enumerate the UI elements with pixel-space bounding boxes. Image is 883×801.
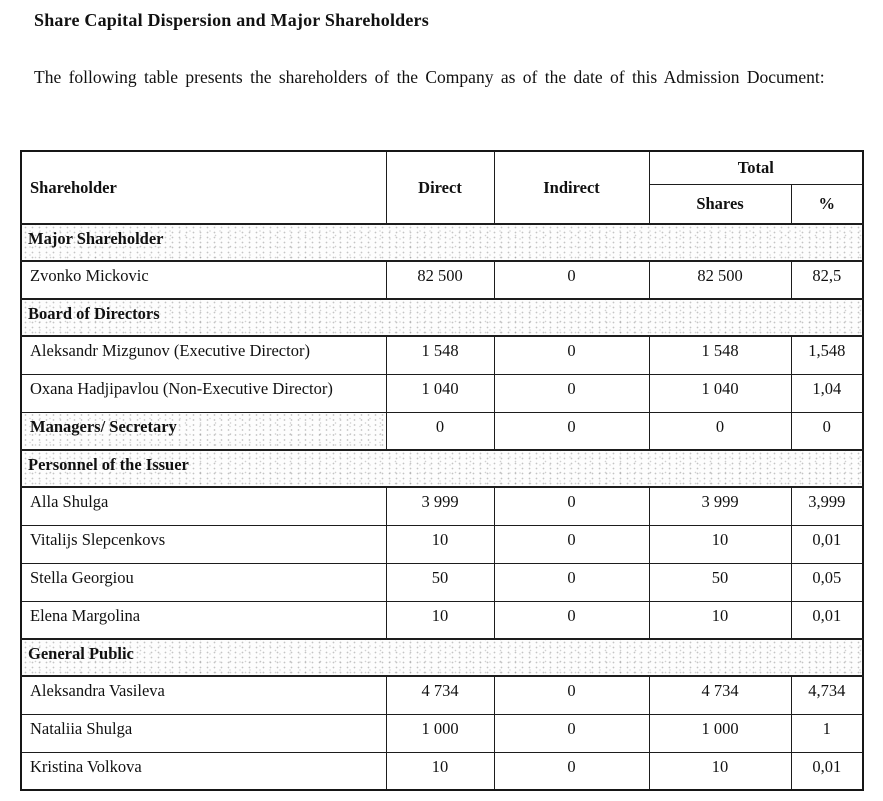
indirect-cell: 0 [493, 713, 650, 753]
indirect-cell: 0 [493, 751, 650, 791]
intro-paragraph: The following table presents the shareho… [34, 67, 825, 87]
shares-cell: 10 [648, 600, 792, 640]
direct-cell: 1 548 [385, 335, 495, 375]
direct-cell: 10 [385, 600, 495, 640]
section-label: Major Shareholder [20, 223, 864, 262]
shareholders-table: Shareholder Direct Indirect Total Shares… [20, 150, 865, 791]
shares-cell: 3 999 [648, 486, 792, 526]
section-row: Major Shareholder [20, 223, 864, 262]
indirect-cell: 0 [493, 600, 650, 640]
table-row: Alla Shulga 3 999 0 3 999 3,999 [20, 486, 864, 526]
shareholder-name-cell: Elena Margolina [20, 600, 387, 640]
indirect-cell: 0 [493, 486, 650, 526]
shareholder-name-cell: Aleksandr Mizgunov (Executive Director) [20, 335, 387, 375]
table-row: Stella Georgiou 50 0 50 0,05 [20, 562, 864, 602]
indirect-cell: 0 [493, 411, 650, 451]
direct-cell: 10 [385, 751, 495, 791]
direct-cell: 1 000 [385, 713, 495, 753]
header-shareholder: Shareholder [20, 150, 387, 225]
shares-cell: 1 000 [648, 713, 792, 753]
percent-cell: 82,5 [790, 260, 864, 300]
table-header: Shareholder Direct Indirect Total Shares… [20, 150, 864, 225]
shares-cell: 4 734 [648, 675, 792, 715]
table-row: Zvonko Mickovic 82 500 0 82 500 82,5 [20, 260, 864, 300]
section-row: Personnel of the Issuer [20, 449, 864, 488]
indirect-cell: 0 [493, 524, 650, 564]
direct-cell: 4 734 [385, 675, 495, 715]
shares-cell: 10 [648, 751, 792, 791]
shares-cell: 82 500 [648, 260, 792, 300]
section-label: Personnel of the Issuer [20, 449, 864, 488]
section-label: General Public [20, 638, 864, 677]
shares-cell: 1 040 [648, 373, 792, 413]
table-row: Vitalijs Slepcenkovs 10 0 10 0,01 [20, 524, 864, 564]
shares-cell: 10 [648, 524, 792, 564]
percent-cell: 3,999 [790, 486, 864, 526]
percent-cell: 0,05 [790, 562, 864, 602]
direct-cell: 3 999 [385, 486, 495, 526]
percent-cell: 1,04 [790, 373, 864, 413]
indirect-cell: 0 [493, 335, 650, 375]
percent-cell: 0,01 [790, 524, 864, 564]
shareholder-name-cell: Kristina Volkova [20, 751, 387, 791]
shares-cell: 50 [648, 562, 792, 602]
page-title: Share Capital Dispersion and Major Share… [34, 10, 429, 30]
section-label: Board of Directors [20, 298, 864, 337]
table-row: Aleksandra Vasileva 4 734 0 4 734 4,734 [20, 675, 864, 715]
percent-cell: 4,734 [790, 675, 864, 715]
indirect-cell: 0 [493, 373, 650, 413]
direct-cell: 10 [385, 524, 495, 564]
shareholder-name-cell: Zvonko Mickovic [20, 260, 387, 300]
header-total-shares: Shares [648, 183, 792, 225]
table-row: Elena Margolina 10 0 10 0,01 [20, 600, 864, 640]
table-body: Major Shareholder Zvonko Mickovic 82 500 0 8… [20, 223, 864, 791]
shares-cell: 0 [648, 411, 792, 451]
header-total-percent: % [790, 183, 864, 225]
direct-cell: 0 [385, 411, 495, 451]
shares-cell: 1 548 [648, 335, 792, 375]
shareholder-name-cell: Nataliia Shulga [20, 713, 387, 753]
indirect-cell: 0 [493, 260, 650, 300]
shareholder-name-cell: Oxana Hadjipavlou (Non-Executive Directo… [20, 373, 387, 413]
table-row: Aleksandr Mizgunov (Executive Director) 1… [20, 335, 864, 375]
percent-cell: 0,01 [790, 600, 864, 640]
header-direct: Direct [385, 150, 495, 225]
indirect-cell: 0 [493, 675, 650, 715]
section-row: Board of Directors [20, 298, 864, 337]
shareholder-name-cell: Aleksandra Vasileva [20, 675, 387, 715]
percent-cell: 1 [790, 713, 864, 753]
shareholder-name-cell: Stella Georgiou [20, 562, 387, 602]
shareholder-name-cell: Alla Shulga [20, 486, 387, 526]
percent-cell: 1,548 [790, 335, 864, 375]
table-row: Kristina Volkova 10 0 10 0,01 [20, 751, 864, 791]
direct-cell: 50 [385, 562, 495, 602]
table-row: Nataliia Shulga 1 000 0 1 000 1 [20, 713, 864, 753]
percent-cell: 0,01 [790, 751, 864, 791]
section-row: General Public [20, 638, 864, 677]
shareholder-name-cell: Vitalijs Slepcenkovs [20, 524, 387, 564]
header-total: Total [648, 150, 864, 185]
table-row: Oxana Hadjipavlou (Non-Executive Directo… [20, 373, 864, 413]
shareholder-name-cell: Managers/ Secretary [20, 411, 387, 451]
header-indirect: Indirect [493, 150, 650, 225]
table-row: Managers/ Secretary 0 0 0 0 [20, 411, 864, 451]
percent-cell: 0 [790, 411, 864, 451]
direct-cell: 82 500 [385, 260, 495, 300]
indirect-cell: 0 [493, 562, 650, 602]
direct-cell: 1 040 [385, 373, 495, 413]
